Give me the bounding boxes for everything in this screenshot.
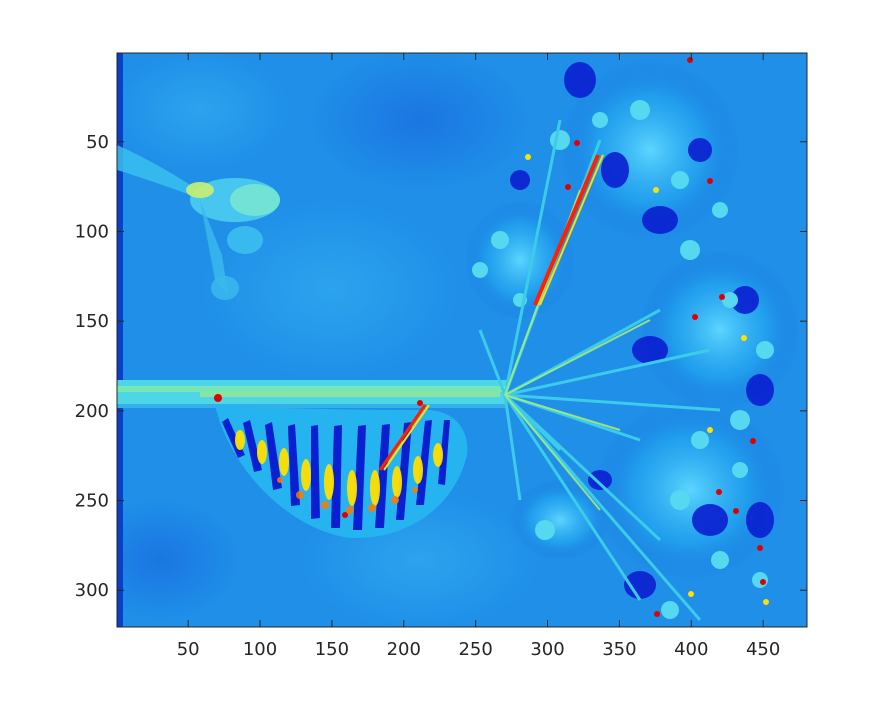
y-tick-label: 300 xyxy=(75,580,109,601)
y-tick-label: 250 xyxy=(75,491,109,512)
x-tick-label: 400 xyxy=(674,639,708,660)
x-tick-label: 100 xyxy=(243,639,277,660)
x-tick-label: 450 xyxy=(746,639,780,660)
y-tick-label: 200 xyxy=(75,401,109,422)
x-tick-label: 250 xyxy=(458,639,492,660)
y-tick-label: 100 xyxy=(75,221,109,242)
bg-blotch xyxy=(110,50,290,170)
x-tick-label: 300 xyxy=(530,639,564,660)
y-tick-label: 50 xyxy=(86,132,109,153)
x-tick-label: 200 xyxy=(387,639,421,660)
x-tick-label: 350 xyxy=(602,639,636,660)
stem xyxy=(117,380,507,408)
y-tick-label: 150 xyxy=(75,311,109,332)
x-tick-label: 50 xyxy=(177,639,200,660)
heatmap-image xyxy=(80,50,807,630)
left-edge-dark xyxy=(117,53,123,627)
x-tick-label: 150 xyxy=(315,639,349,660)
bg-blotch xyxy=(80,500,240,620)
bg-blotch xyxy=(310,50,530,190)
